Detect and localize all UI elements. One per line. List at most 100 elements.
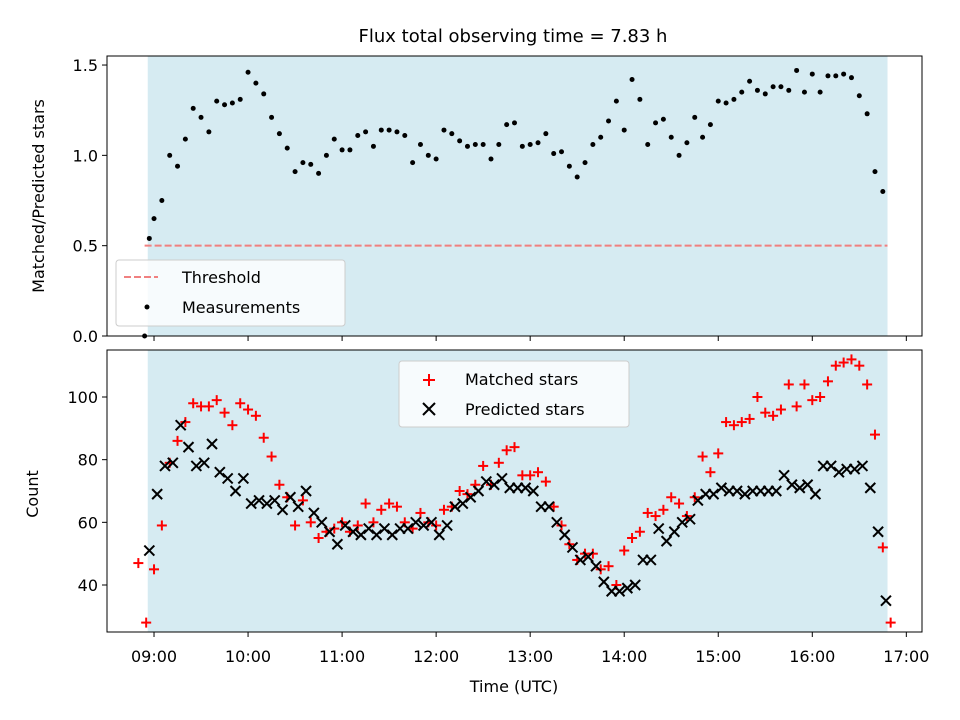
measurement-point: [621, 127, 627, 133]
measurement-point: [551, 151, 557, 157]
predicted-stars-points: [143, 419, 892, 607]
measurement-point: [433, 156, 439, 162]
predicted-star-point: [308, 507, 320, 519]
predicted-star-point: [370, 529, 383, 541]
matched-star-point: [478, 460, 489, 471]
measurement-point: [543, 131, 549, 137]
bottom-y-tick-label: 60: [78, 513, 98, 532]
matched-star-point: [674, 498, 685, 509]
top-y-tick-label: 1.0: [73, 146, 98, 165]
top-panel: 0.0 0.5 1.0 1.5 Matched/Predicted stars Thr…: [29, 55, 923, 346]
matched-star-point: [846, 354, 857, 365]
predicted-star-point: [331, 538, 344, 550]
matched-star-point: [227, 420, 238, 431]
measurement-point: [496, 142, 502, 148]
matched-star-point: [768, 410, 779, 421]
x-tick-label: 11:00: [319, 647, 365, 666]
measurement-point: [864, 111, 870, 117]
measurement-point: [731, 96, 737, 102]
matched-star-point: [352, 520, 363, 531]
measurement-point: [739, 89, 745, 95]
matched-star-point: [736, 417, 747, 428]
measurement-point: [653, 120, 659, 126]
measurement-point: [684, 140, 690, 146]
x-tick-label: 10:00: [225, 647, 271, 666]
matched-star-point: [587, 548, 598, 559]
predicted-star-point: [284, 491, 297, 503]
matched-star-point: [533, 467, 544, 478]
matched-star-point: [595, 564, 606, 575]
measurement-point: [394, 129, 400, 135]
predicted-star-point: [660, 535, 673, 547]
matched-star-point: [133, 558, 144, 569]
matched-star-point: [791, 401, 802, 412]
measurement-point: [801, 89, 807, 95]
predicted-star-point: [253, 494, 265, 507]
measurement-point: [464, 143, 470, 149]
predicted-star-point: [652, 522, 665, 535]
measurement-point: [613, 98, 619, 104]
predicted-star-point: [457, 497, 469, 510]
matched-legend-swatch: [423, 374, 435, 386]
predicted-star-point: [151, 488, 163, 500]
bottom-axes-frame: [106, 349, 923, 633]
predicted-star-point: [316, 516, 328, 529]
measurement-point: [660, 116, 666, 122]
matched-star-point: [384, 498, 395, 509]
predicted-star-point: [355, 529, 367, 541]
predicted-star-point: [425, 516, 438, 529]
predicted-star-point: [731, 485, 743, 497]
bottom-y-ticks: 40 60 80 100: [67, 388, 107, 595]
measurement-point: [441, 127, 447, 133]
predicted-star-point: [378, 522, 391, 535]
measurement-point: [386, 127, 392, 133]
measurement-point: [762, 91, 768, 97]
measurement-point: [535, 140, 541, 146]
measurement-point: [833, 73, 839, 79]
matched-star-point: [877, 542, 888, 553]
bottom-legend: Matched stars Predicted stars: [398, 360, 630, 428]
top-axes-frame: [106, 55, 923, 337]
measurement-point: [754, 87, 760, 93]
measurement-point: [449, 131, 455, 137]
predicted-star-point: [449, 500, 461, 513]
matched-star-point: [783, 379, 794, 390]
measurement-point: [723, 100, 729, 106]
predicted-star-point: [668, 526, 681, 538]
predicted-star-point: [363, 522, 375, 535]
predicted-star-point: [206, 438, 218, 450]
predicted-star-point: [684, 513, 696, 525]
top-x-ticks: [153, 336, 907, 341]
matched-star-point: [415, 507, 426, 518]
matched-star-point: [203, 401, 214, 412]
matched-star-point: [760, 407, 771, 418]
predicted-star-point: [268, 494, 281, 507]
matched-star-point: [376, 504, 387, 515]
matched-star-point: [744, 413, 755, 424]
measurement-point: [316, 170, 322, 176]
measurement-point: [308, 161, 314, 167]
measurements-points: [142, 67, 886, 339]
bottom-y-axis-label: Count: [23, 470, 42, 518]
measurement-point: [629, 76, 635, 82]
measurement-point: [378, 127, 384, 133]
bottom-y-tick-label: 40: [78, 576, 98, 595]
matched-star-point: [697, 451, 708, 462]
measurement-point: [880, 188, 886, 194]
predicted-star-point: [825, 460, 837, 472]
matched-star-point: [650, 511, 661, 522]
x-tick-label: 13:00: [507, 647, 553, 666]
matched-star-point: [454, 486, 465, 496]
measurement-point: [167, 152, 173, 158]
measurement-point: [707, 122, 713, 128]
measurement-point: [269, 114, 275, 120]
measurement-point: [637, 96, 643, 102]
predicted-star-point: [221, 472, 234, 485]
matched-star-point: [619, 545, 630, 556]
predicted-star-point: [566, 541, 579, 554]
measurement-point: [825, 73, 831, 79]
matched-star-point: [313, 533, 324, 543]
measurement-point: [770, 84, 776, 90]
measurement-point: [339, 147, 345, 153]
matched-star-point: [869, 429, 880, 440]
